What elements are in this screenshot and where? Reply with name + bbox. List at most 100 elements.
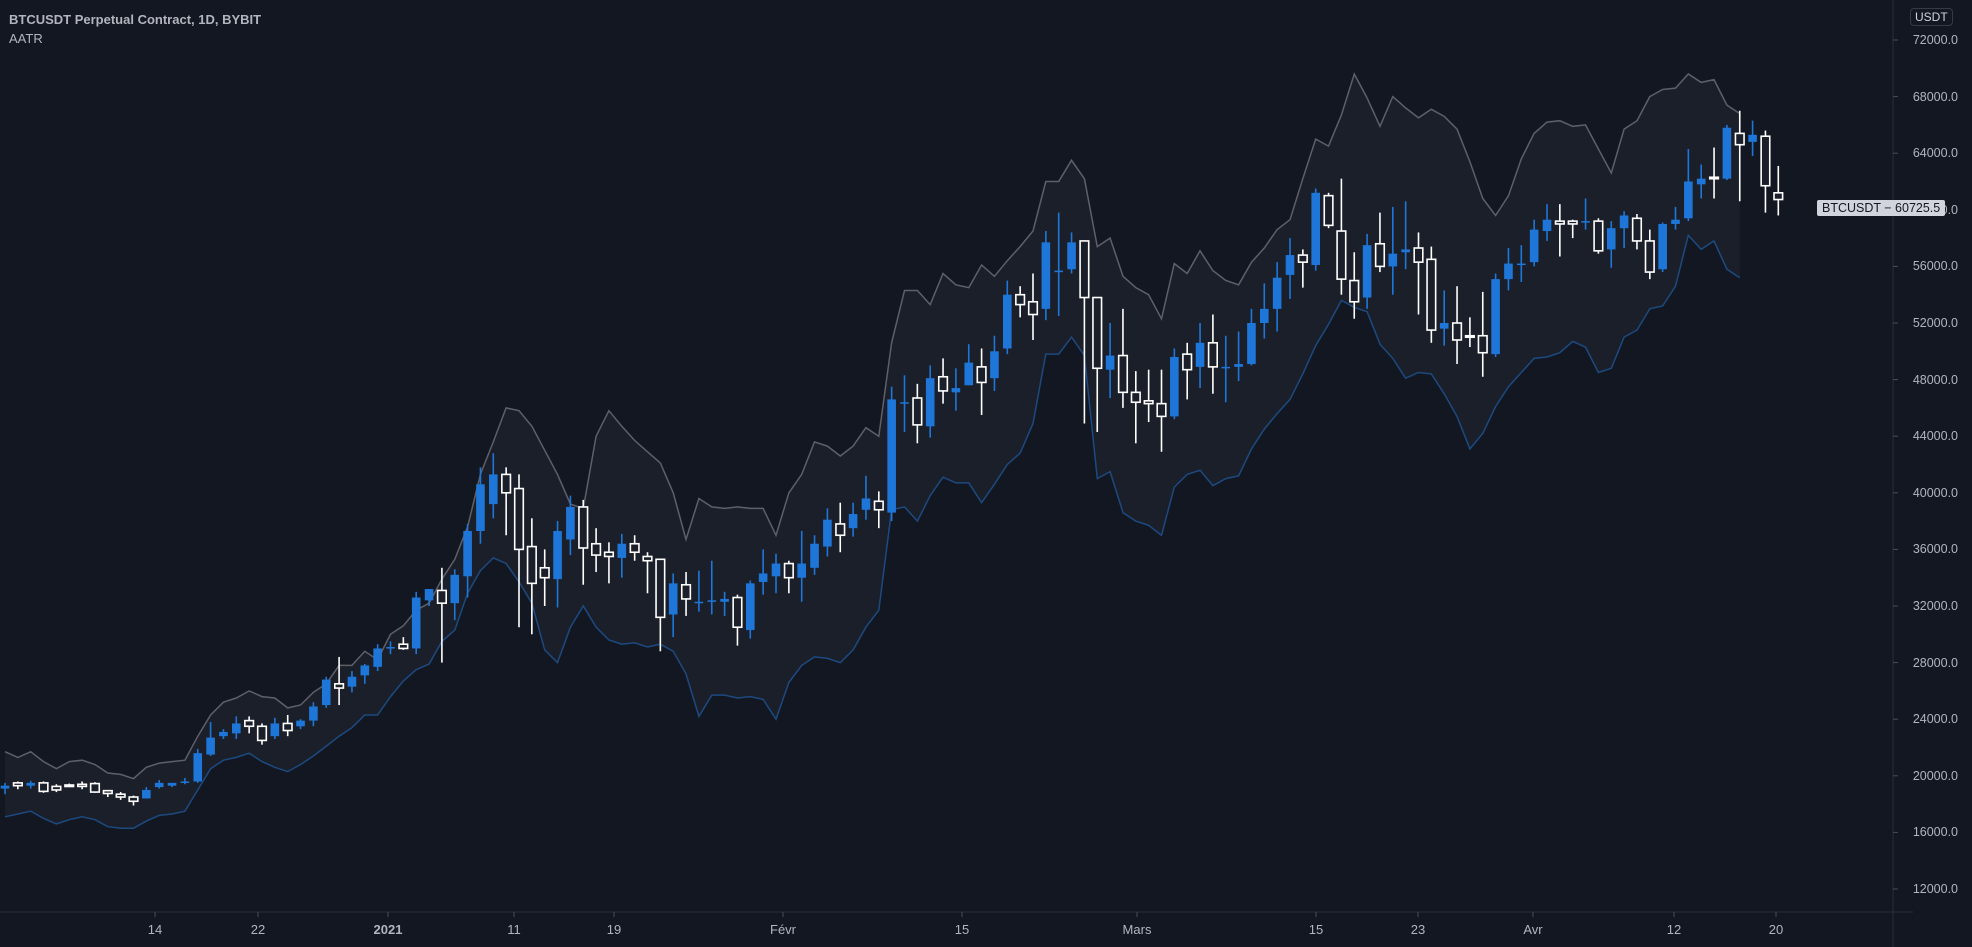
candle-up	[553, 531, 562, 580]
candle-up	[424, 589, 434, 601]
candle-down	[51, 785, 62, 791]
candle-down	[115, 793, 126, 798]
candle-down	[64, 784, 75, 788]
candle-up	[1003, 294, 1012, 349]
candle-up	[180, 781, 190, 783]
candle-up	[951, 388, 961, 393]
currency-badge[interactable]: USDT	[1910, 8, 1953, 26]
time-tick-label: 23	[1410, 922, 1426, 937]
candle-up	[1504, 263, 1513, 280]
candle-up	[707, 600, 717, 602]
last-price-label: BTCUSDT − 60725.5	[1817, 200, 1946, 216]
candle-up	[1105, 355, 1115, 370]
candle-up	[1748, 134, 1757, 142]
candle-up	[990, 351, 999, 379]
price-tick-label: 28000.0	[1912, 655, 1958, 670]
candle-down	[77, 783, 88, 788]
candle-up	[1247, 323, 1256, 365]
candle-down	[102, 789, 113, 795]
candle-down	[89, 782, 101, 793]
price-tick-label: 36000.0	[1912, 542, 1958, 557]
price-tick-label: 20000.0	[1912, 768, 1958, 783]
candle-down	[1130, 391, 1141, 404]
time-axis-ticks	[154, 912, 1777, 917]
price-tick-label: 44000.0	[1912, 429, 1958, 444]
candle-up	[1401, 249, 1410, 253]
time-tick-label: 14	[147, 922, 163, 937]
candle-down	[1464, 334, 1475, 339]
candle-up	[617, 543, 627, 558]
candle-up	[1491, 279, 1500, 355]
candle-up	[206, 737, 215, 755]
price-tick-label: 64000.0	[1912, 146, 1958, 161]
candle-down	[1349, 279, 1360, 303]
candle-up	[373, 648, 382, 667]
candle-down	[732, 596, 743, 629]
candle-down	[1336, 230, 1347, 280]
candle-up	[193, 753, 203, 782]
aatr-lower-band-line	[4, 233, 1741, 829]
candle-down	[1426, 258, 1437, 331]
candle-down	[1092, 296, 1103, 370]
candle-down	[1708, 176, 1720, 180]
candle-down	[256, 725, 268, 742]
candle-up	[964, 362, 974, 386]
candle-up	[1517, 263, 1526, 266]
candle-up	[154, 782, 164, 788]
candle-down	[1413, 247, 1424, 263]
candle-up	[386, 647, 395, 649]
candle-up	[309, 706, 318, 721]
candle-down	[333, 683, 345, 689]
candle-down	[513, 487, 525, 551]
candle-down	[1323, 194, 1334, 227]
candle-up	[848, 514, 858, 529]
aatr-upper-band-line	[4, 72, 1741, 780]
candle-down	[244, 719, 255, 728]
candle-down	[1644, 240, 1655, 273]
candle-up	[476, 484, 485, 532]
candle-down	[1207, 342, 1218, 368]
time-tick-label: 22	[250, 922, 266, 937]
candle-up	[1067, 242, 1076, 270]
candle-up	[1260, 308, 1269, 323]
candle-up	[411, 597, 421, 649]
candle-up	[26, 782, 35, 786]
candle-up	[1581, 221, 1590, 223]
candle-down	[680, 583, 692, 600]
candle-down	[912, 397, 923, 426]
time-tick-label: Mars	[1122, 922, 1152, 937]
indicator-label[interactable]: AATR	[9, 31, 43, 46]
candle-down	[1156, 402, 1167, 418]
candle-up	[1170, 356, 1179, 417]
candle-up	[1195, 342, 1205, 367]
candle-down	[578, 506, 589, 549]
candle-up	[219, 731, 228, 737]
time-tick-label: 11	[507, 922, 521, 937]
candle-down	[629, 542, 640, 554]
candle-up	[1606, 228, 1616, 250]
candle-up	[758, 573, 768, 582]
price-axis[interactable]: 72000.068000.064000.060000.056000.052000…	[1913, 0, 1972, 947]
candle-down	[1567, 220, 1578, 225]
time-tick-label: Avr	[1523, 922, 1543, 937]
price-tick-label: 24000.0	[1912, 712, 1958, 727]
candle-down	[501, 473, 512, 494]
candle-down	[1015, 293, 1026, 306]
price-axis-ticks	[1893, 39, 1898, 890]
candle-up	[1722, 127, 1732, 179]
candle-down	[1734, 132, 1745, 146]
candle-down	[128, 796, 139, 803]
time-tick-label: 15	[1308, 922, 1324, 937]
candle-down	[590, 542, 602, 556]
candle-down	[436, 589, 448, 604]
candle-down	[603, 551, 615, 558]
candle-up	[463, 531, 472, 577]
price-tick-label: 16000.0	[1912, 825, 1958, 840]
symbol-title[interactable]: BTCUSDT Perpetual Contract, 1D, BYBIT	[9, 12, 262, 27]
candle-down	[526, 545, 537, 585]
candle-down	[642, 555, 653, 562]
candle-up	[925, 378, 935, 427]
candle-down	[1143, 400, 1154, 405]
candle-up	[1054, 270, 1063, 273]
